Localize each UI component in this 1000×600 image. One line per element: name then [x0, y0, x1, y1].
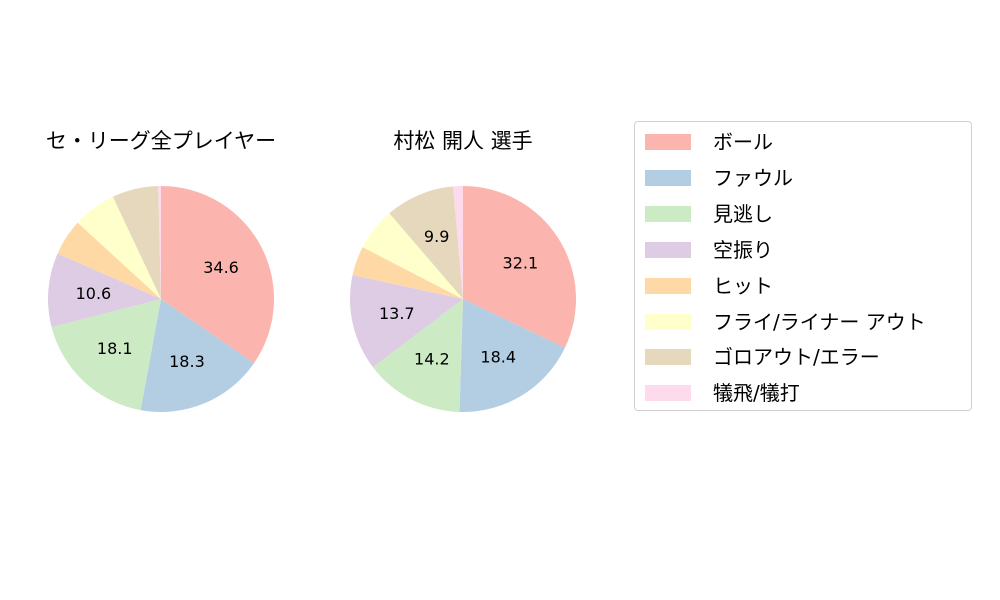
legend-swatch [645, 134, 691, 150]
pie-slice [140, 299, 255, 412]
slice-value-label: 9.9 [424, 227, 449, 246]
legend-swatch [645, 206, 691, 222]
pie-chart-player: 32.1 18.4 14.2 13.7 9.9 [349, 186, 577, 412]
slice-value-label: 32.1 [503, 253, 539, 272]
legend-swatch [645, 278, 691, 294]
legend-label: ファウル [713, 166, 793, 190]
pie-slice [51, 299, 161, 411]
legend-item-foul: ファウル [645, 166, 793, 190]
pie-slice [362, 213, 463, 299]
pie-slice [77, 196, 161, 299]
pie-slice [47, 253, 161, 328]
legend-item-ball: ボール [645, 130, 773, 154]
slice-value-label: 34.6 [203, 258, 239, 277]
pie-slice [453, 186, 463, 299]
slice-value-label: 10.6 [76, 284, 112, 303]
pie-slice [372, 299, 463, 412]
chart-title-player: 村松 開人 選手 [393, 129, 533, 153]
legend-item-called-strike: 見逃し [645, 202, 773, 226]
slice-value-label: 13.7 [379, 304, 415, 323]
legend-item-hit: ヒット [645, 274, 773, 298]
pie-slice [352, 247, 463, 299]
legend-item-swinging-strike: 空振り [645, 238, 773, 262]
pie-chart-league: 34.6 18.3 18.1 10.6 [47, 186, 274, 412]
pie-slice [112, 186, 161, 299]
legend: ボール ファウル 見逃し 空振り ヒット フライ/ライナー アウト ゴロアウト/… [634, 121, 972, 411]
slice-value-label: 18.4 [480, 347, 516, 366]
legend-label: 空振り [713, 238, 773, 262]
legend-label: 見逃し [713, 202, 773, 226]
pie-slice [161, 186, 274, 364]
pie-slice [459, 299, 565, 412]
chart-title-league: セ・リーグ全プレイヤー [45, 129, 277, 153]
legend-swatch [645, 349, 691, 365]
slice-value-label: 14.2 [414, 350, 450, 369]
legend-label: ボール [713, 130, 773, 154]
pie-slice [463, 186, 577, 348]
slice-value-label: 18.1 [97, 339, 133, 358]
pie-slice [158, 186, 161, 299]
legend-swatch [645, 385, 691, 401]
legend-item-sacrifice: 犠飛/犠打 [645, 381, 800, 405]
pie-slice [389, 186, 463, 299]
legend-label: ゴロアウト/エラー [713, 345, 880, 369]
legend-label: フライ/ライナー アウト [713, 310, 926, 334]
legend-label: 犠飛/犠打 [713, 381, 800, 405]
pie-slice [349, 275, 463, 368]
legend-label: ヒット [713, 274, 773, 298]
slice-value-label: 18.3 [169, 352, 205, 371]
legend-swatch [645, 242, 691, 258]
legend-item-groundout-error: ゴロアウト/エラー [645, 345, 880, 369]
legend-swatch [645, 170, 691, 186]
pie-slice [57, 222, 162, 299]
legend-item-fly-liner-out: フライ/ライナー アウト [645, 310, 926, 334]
legend-swatch [645, 314, 691, 330]
